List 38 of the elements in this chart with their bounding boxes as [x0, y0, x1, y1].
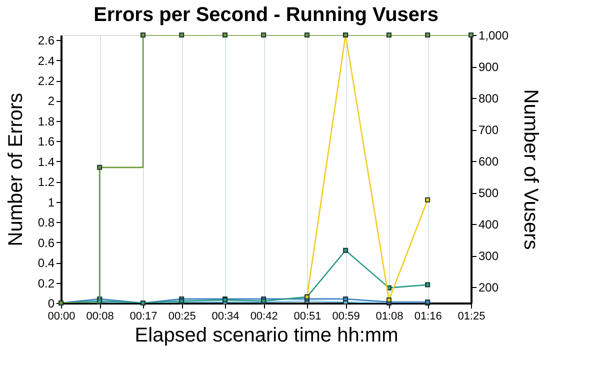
y2-tick-label: 800: [478, 92, 499, 106]
y-tick-label: 1.4: [38, 154, 55, 169]
x-tick-label: 01:25: [458, 310, 486, 322]
y-axis-title: Number of Errors: [4, 92, 27, 246]
y2-tick-label: 400: [478, 218, 499, 232]
y-tick-label: 0.2: [38, 276, 55, 290]
y2-tick-label: 600: [478, 154, 499, 169]
x-axis-title: Elapsed scenario time hh:mm: [134, 324, 398, 346]
x-tick-label: 00:59: [332, 310, 360, 322]
y-tick-label: 2.6: [38, 34, 55, 48]
y-tick-label: 2.2: [38, 74, 55, 88]
chart-title: Errors per Second - Running Vusers: [94, 4, 438, 26]
y-tick-label: 0.6: [38, 236, 55, 250]
y2-axis-title: Number of Vusers: [520, 89, 542, 250]
x-tick-label: 00:08: [86, 310, 114, 322]
y-tick-label: 0.8: [38, 216, 55, 230]
y2-tick-label: 500: [478, 186, 499, 200]
y-tick-label: 0: [48, 296, 55, 310]
y-tick-label: 1.6: [38, 134, 55, 149]
y2-tick-label: 200: [478, 280, 499, 295]
y2-tick-label: 1,000: [478, 28, 509, 42]
y-tick-label: 1.2: [38, 175, 55, 190]
x-tick-label: 00:00: [48, 310, 76, 322]
x-tick-label: 01:08: [376, 310, 404, 322]
x-tick-label: 01:16: [414, 310, 442, 322]
y-tick-label: 2: [48, 94, 55, 108]
y2-tick-label: 700: [478, 123, 499, 138]
x-tick-label: 00:42: [250, 310, 278, 322]
y-tick-label: 1.8: [38, 114, 55, 128]
x-tick-label: 00:34: [212, 310, 240, 322]
y2-tick-label: 300: [478, 249, 499, 264]
y-tick-label: 2.4: [38, 54, 55, 68]
x-tick-label: 00:17: [130, 310, 158, 322]
y-tick-label: 0.4: [38, 256, 55, 270]
x-tick-label: 00:25: [168, 310, 196, 322]
y-tick-label: 1: [48, 195, 55, 210]
x-tick-label: 00:51: [294, 310, 322, 322]
y2-tick-label: 900: [478, 60, 499, 74]
